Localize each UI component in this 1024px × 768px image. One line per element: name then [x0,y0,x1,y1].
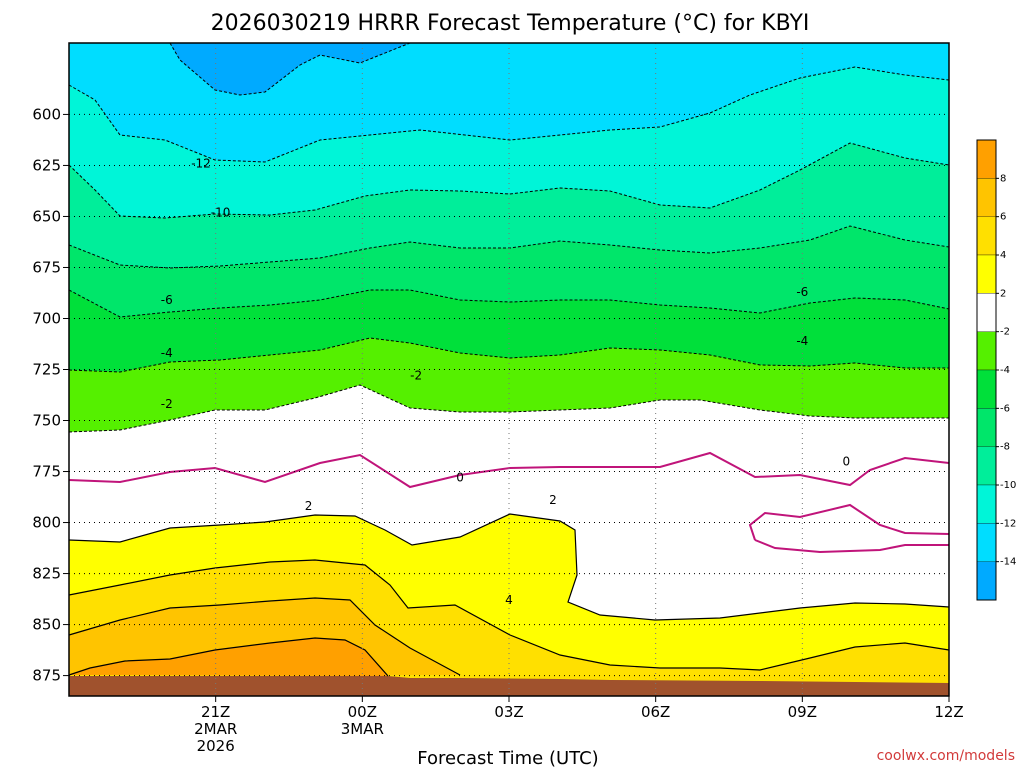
contour-label: 4 [505,593,513,607]
y-tick-label: 625 [32,156,61,174]
colorbar-swatch [976,446,997,486]
colorbar-swatch [976,331,997,371]
contour-minus2 [68,384,949,433]
ground-terrain [69,676,949,696]
x-tick-label: 03Z [494,703,523,721]
colorbar-label: 8 [1000,173,1006,184]
contour-4 [68,559,950,671]
gridlines [69,43,950,696]
contour-8 [68,637,389,677]
y-tick-label: 800 [32,514,61,532]
colorbar-legend: 8 6 4 2 -2 -4 -6 -8 -10 -12 -14 [976,139,1016,601]
x-tick-label: 06Z [641,703,670,721]
contour-zero-loop [748,503,950,554]
contour-minus8 [68,225,950,269]
y-tick-label: 725 [32,361,61,379]
y-tick-label: 850 [32,616,61,634]
contour-label: -2 [410,369,422,383]
colorbar-label: 4 [1000,250,1006,261]
contour-label: -6 [796,285,808,299]
colorbar-swatch [976,523,997,562]
colorbar-swatch [976,178,997,217]
zero-contours [68,451,950,554]
contour-minus14 [169,42,411,96]
contour-label: -4 [161,346,173,360]
colorbar-swatch [976,561,997,601]
y-tick-label: 775 [32,463,61,481]
colorbar-swatch [976,139,997,179]
colorbar-swatch [976,293,997,332]
y-tick-label: 825 [32,565,61,583]
y-tick-label: 700 [32,309,61,327]
y-tick-label: 675 [32,258,61,276]
colorbar-swatch [976,369,997,409]
x-axis-title: Forecast Time (UTC) [417,748,598,768]
x-tick-label: 09Z [788,703,817,721]
y-tick-label: 750 [32,412,61,430]
contour-minus6 [68,289,950,318]
colorbar-label: -4 [1000,365,1010,376]
contour-label: -10 [211,205,231,219]
colorbar-label: -10 [1000,480,1016,491]
colorbar-swatch [976,408,997,447]
contour-label: -2 [161,397,173,411]
x-tick-label: 12Z [934,703,963,721]
fill-band-8-to-10 [69,638,388,676]
colorbar-label: 2 [1000,288,1006,299]
contour-minus10 [68,142,950,219]
contour-label: 2 [549,493,557,507]
credit-text: coolwx.com/models [877,748,1015,764]
x-tick-label: 3MAR [341,720,384,738]
chart-title: 2026030219 HRRR Forecast Temperature (°C… [211,11,810,36]
colorbar-label: -6 [1000,403,1010,414]
contour-minus12 [68,66,950,163]
contour-label: 2 [305,499,313,513]
negative-contours [68,42,950,433]
positive-contours [68,513,950,677]
contour-zero-main [68,451,950,489]
contour-label: -6 [161,293,173,307]
contour-2 [68,513,950,621]
colorbar-label: -12 [1000,518,1016,529]
x-tick-label: 2MAR [194,720,237,738]
y-tick-label: 875 [32,667,61,685]
contour-labels: -12 -10 -6 -6 -4 -4 -2 -2 0 0 2 2 4 [161,156,850,607]
colorbar-label: -2 [1000,327,1010,338]
contour-label: 0 [456,471,464,485]
y-axis: 600 625 650 675 700 725 750 775 800 825 850 875 [32,105,69,685]
plot-area: -12 -10 -6 -6 -4 -4 -2 -2 0 0 2 2 4 [68,42,950,697]
contour-label: -12 [191,156,211,170]
colorbar-label: 6 [1000,212,1006,223]
x-tick-label: 21Z [201,703,230,721]
contour-minus4 [68,337,949,373]
contour-label: -4 [796,334,808,348]
contour-label: 0 [843,454,851,468]
contour-6 [68,597,461,676]
y-tick-label: 650 [32,207,61,225]
colorbar-swatch [976,254,997,294]
y-tick-label: 600 [32,105,61,123]
colorbar-swatch [976,216,997,256]
fill-band-minus14 [170,43,410,95]
x-tick-label: 00Z [348,703,377,721]
x-tick-label: 2026 [197,737,235,755]
colorbar-swatch [976,484,997,524]
colorbar-label: -8 [1000,442,1010,453]
colorbar-label: -14 [1000,557,1016,568]
